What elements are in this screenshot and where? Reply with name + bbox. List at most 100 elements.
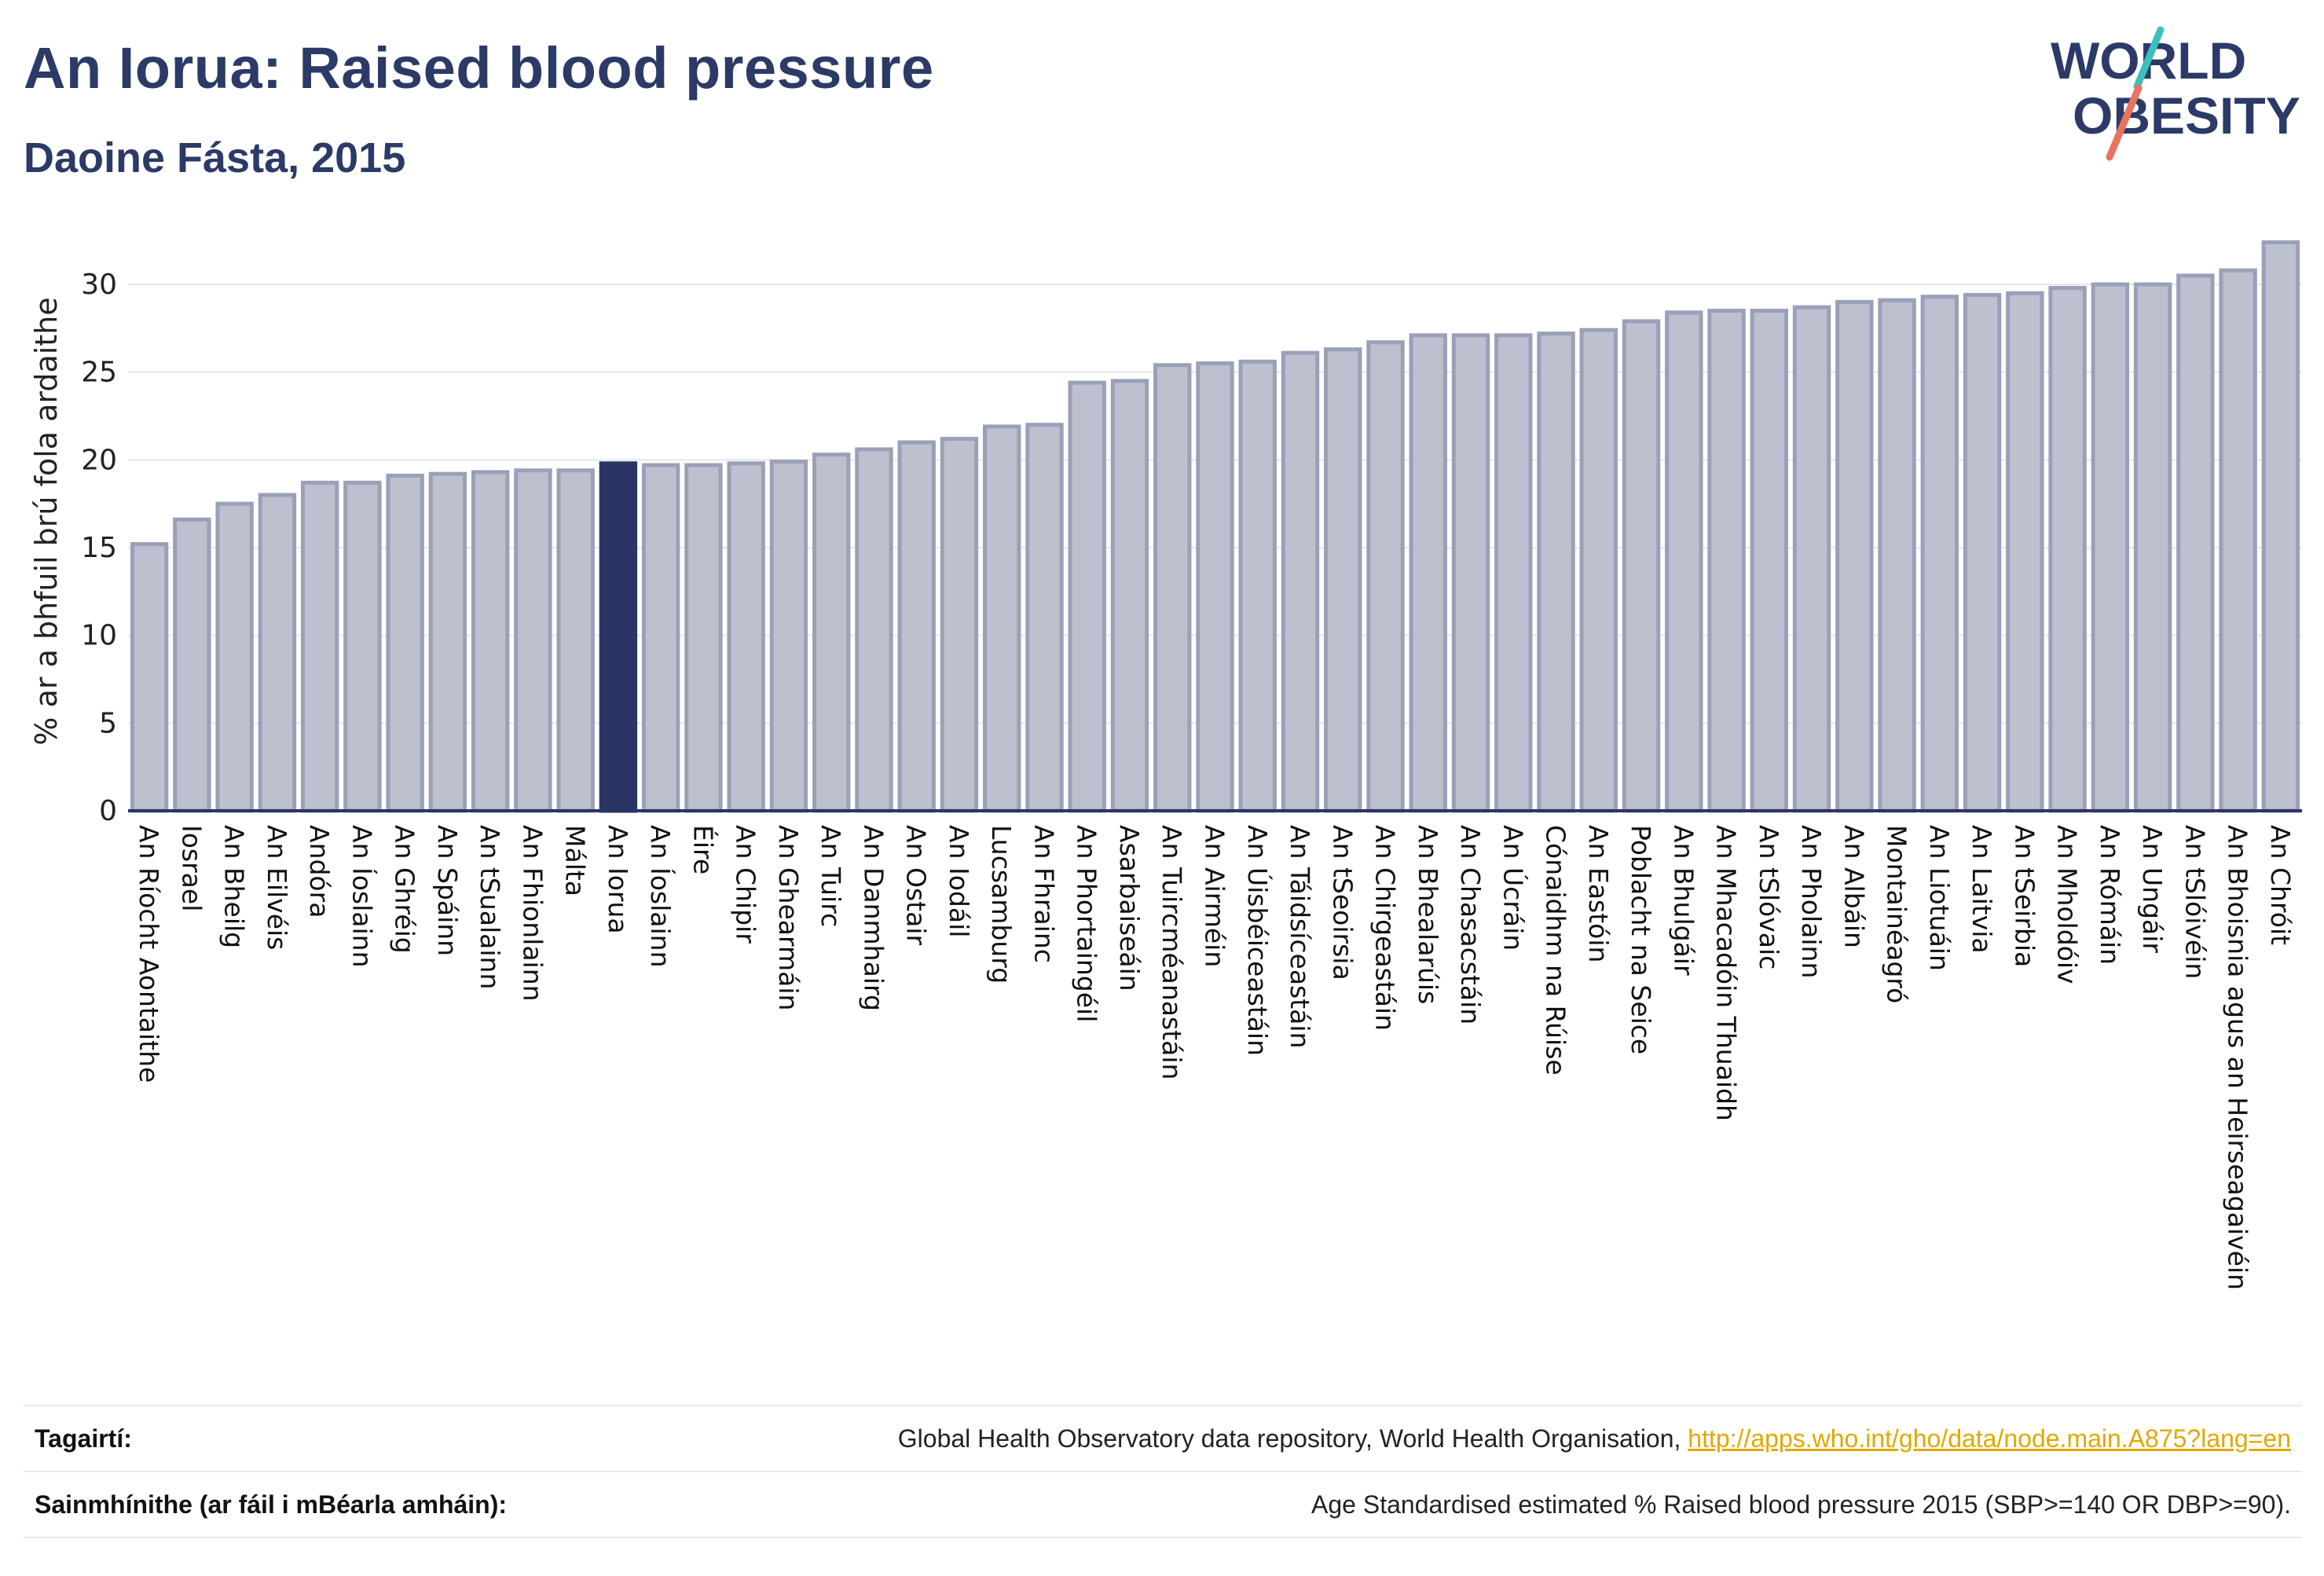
sources-row: Tagairtí: Global Health Observatory data… <box>24 1405 2302 1471</box>
bar <box>300 480 339 813</box>
logo-line-2: OBESITY <box>2073 86 2300 145</box>
x-tick-label: Lucsamburg <box>986 825 1017 984</box>
bar <box>130 542 169 813</box>
x-tick-label: An Úcráin <box>1497 825 1529 951</box>
bar <box>258 493 297 813</box>
x-tick-label: An Bheilg <box>219 825 250 948</box>
x-tick-label: An Fhionlainn <box>517 825 548 1002</box>
bar <box>1494 333 1533 813</box>
sources-label: Tagairtí: <box>35 1424 132 1453</box>
y-tick-label: 0 <box>99 795 117 827</box>
x-tick-label: An Danmhairg <box>858 825 889 1011</box>
x-tick-label: An Tuircméanastáin <box>1157 825 1187 1079</box>
x-tick-label: An tSeoirsia <box>1327 825 1358 980</box>
x-tick-label: An tSualainn <box>475 825 505 989</box>
bar <box>1366 340 1405 813</box>
x-tick-label: An Eastóin <box>1583 825 1614 962</box>
y-axis-label: % ar a bhfuil brú fola ardaithe <box>29 297 64 745</box>
bar <box>514 468 552 813</box>
x-tick-label: An Eilvéis <box>262 825 292 950</box>
bar <box>1920 295 1959 813</box>
bar <box>1281 350 1320 813</box>
x-tick-label: An Liotuáin <box>1924 825 1955 971</box>
x-tick-label: An Bhulgáir <box>1668 825 1699 976</box>
x-tick-label: An Bhealarúis <box>1413 825 1443 1004</box>
bar <box>1068 380 1106 813</box>
sources-link[interactable]: http://apps.who.int/gho/data/node.main.A… <box>1688 1424 2291 1453</box>
x-tick-label: An tSlóivéin <box>2179 825 2210 979</box>
chart-title: An Iorua: Raised blood pressure <box>24 35 934 101</box>
bar <box>812 453 851 813</box>
x-tick-label: An Táidsíceastáin <box>1285 825 1315 1048</box>
x-tick-label: An Rómáin <box>2095 825 2125 965</box>
y-tick-label: 25 <box>81 357 117 389</box>
x-tick-label: An Phortaingéil <box>1072 825 1102 1022</box>
x-tick-label: Montainéagró <box>1882 825 1912 1003</box>
x-tick-label: An Íoslainn <box>645 825 676 967</box>
x-tick-label: An Pholainn <box>1796 825 1827 978</box>
y-tick-label: 5 <box>99 707 117 739</box>
x-tick-label: An Fhrainc <box>1028 825 1059 963</box>
bar <box>983 424 1021 813</box>
bar <box>428 471 467 813</box>
bar <box>1451 333 1490 813</box>
x-tick-label: An Ríocht Aontaithe <box>134 825 164 1083</box>
bar <box>727 461 765 813</box>
bar <box>1110 379 1149 813</box>
x-tick-label: Andóra <box>304 825 335 918</box>
x-tick-label: Poblacht na Seice <box>1626 825 1656 1054</box>
bar <box>2176 273 2215 813</box>
x-tick-label: An Úisbéiceastáin <box>1242 825 1274 1056</box>
x-tick-label: An Chipir <box>731 825 761 944</box>
bar <box>940 437 979 813</box>
bar <box>2006 291 2044 813</box>
logo-slash-teal <box>2133 26 2165 90</box>
bar-highlight <box>599 461 638 813</box>
bar <box>2133 282 2172 813</box>
bar <box>471 470 510 813</box>
bar <box>769 460 808 813</box>
definitions-value: Age Standardised estimated % Raised bloo… <box>1311 1490 2291 1519</box>
y-tick-label: 20 <box>81 444 117 476</box>
x-tick-label: An tSlóvaic <box>1754 825 1784 969</box>
bar <box>1153 363 1192 813</box>
x-tick-label: An Chasacstáin <box>1455 825 1486 1024</box>
bar <box>1238 359 1277 813</box>
y-tick-label: 10 <box>81 620 117 652</box>
bar <box>855 447 893 813</box>
x-tick-label: An Laitvia <box>1967 825 1997 954</box>
bar <box>2048 285 2087 813</box>
chart-subtitle: Daoine Fásta, 2015 <box>24 134 406 181</box>
bar <box>1750 309 1789 813</box>
bar <box>897 440 936 813</box>
x-tick-label: An Albáin <box>1838 825 1869 948</box>
y-tick-label: 30 <box>81 269 117 301</box>
bar <box>173 517 211 813</box>
x-tick-label: An Spáinn <box>432 825 463 956</box>
x-tick-label: An Mhacadóin Thuaidh <box>1711 825 1742 1121</box>
bar <box>1324 347 1362 813</box>
bar-chart: 0 5 10 15 20 25 30 % ar a bhfuil brú fola ardai… <box>29 240 2302 1290</box>
bar <box>1707 309 1746 813</box>
bar <box>556 468 595 813</box>
x-tick-label: An tSeirbia <box>2009 825 2040 967</box>
bar <box>1665 310 1703 813</box>
bar <box>343 480 382 813</box>
x-tick-label: An Ungáir <box>2137 825 2168 953</box>
x-tick-label: An Tuirc <box>816 825 846 927</box>
bar <box>1963 292 2002 813</box>
bar <box>641 463 680 813</box>
bar <box>2219 268 2257 813</box>
bar <box>684 463 723 813</box>
x-tick-label: An Iodáil <box>944 825 974 937</box>
bar <box>1537 332 1575 813</box>
bar <box>1622 319 1661 813</box>
x-tick-label: An Ghearmáin <box>773 825 804 1010</box>
definitions-row: Sainmhínithe (ar fáil i mBéarla amháin):… <box>24 1471 2302 1538</box>
x-tick-label: An Íoslainn <box>346 825 378 967</box>
bar <box>386 473 424 813</box>
bar <box>1409 333 1447 813</box>
x-tick-label: Éire <box>687 825 719 874</box>
bar <box>2261 240 2300 813</box>
bar <box>1579 328 1618 813</box>
